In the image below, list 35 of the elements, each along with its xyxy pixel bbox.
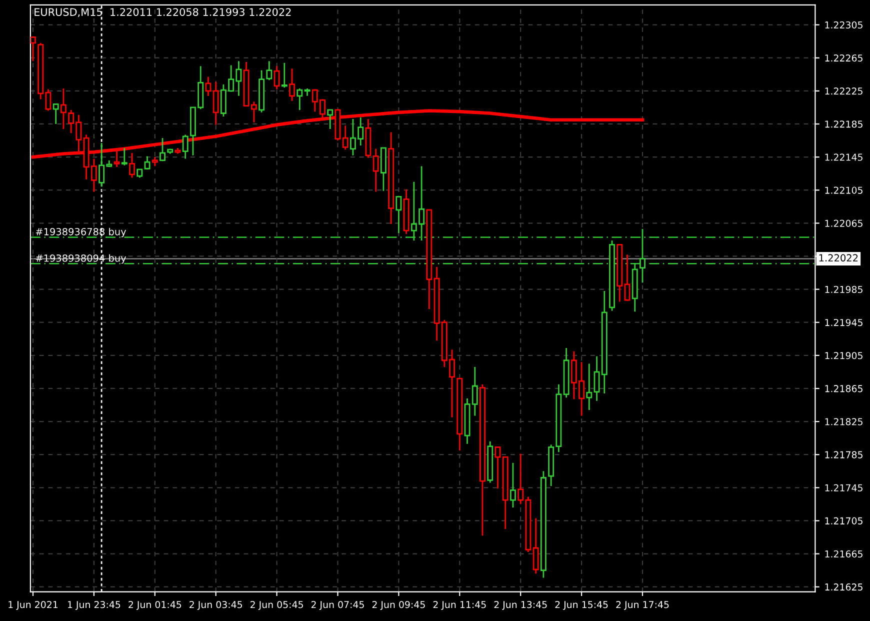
x-tick-label: 2 Jun 11:45 [433, 601, 486, 610]
chart-title: EURUSD,M15 1.22011 1.22058 1.21993 1.22022 [34, 8, 291, 18]
ref-line-label: 1.22022 [819, 254, 858, 262]
x-tick-label: 2 Jun 05:45 [250, 601, 303, 610]
candlestick [30, 36, 36, 62]
x-tick-label: 2 Jun 17:45 [616, 601, 669, 610]
y-tick-label: 1.21945 [825, 318, 862, 326]
candlestick [494, 446, 501, 490]
y-tick-label: 1.22225 [825, 88, 862, 95]
x-tick-label: 1 Jun 2021 [8, 601, 58, 610]
y-tick-label: 1.21825 [825, 418, 862, 426]
y-tick-label: 1.22185 [825, 120, 862, 128]
y-tick-label: 1.22065 [825, 220, 862, 227]
x-tick-label: 2 Jun 09:45 [372, 601, 425, 610]
candlestick [624, 254, 630, 302]
y-tick-label: 1.22105 [825, 186, 862, 194]
y-tick-label: 1.22265 [825, 54, 862, 62]
y-tick-label: 1.21785 [825, 451, 862, 458]
x-tick-label: 1 Jun 23:45 [68, 601, 120, 610]
y-tick-label: 1.21905 [825, 352, 862, 360]
x-tick-label: 2 Jun 03:45 [190, 601, 242, 610]
y-tick-label: 1.21625 [825, 583, 862, 591]
y-tick-label: 1.21985 [825, 286, 862, 294]
ref-line-label: #1938938094 buy [36, 254, 126, 264]
y-tick-label: 1.21665 [825, 550, 862, 558]
y-tick-label: 1.21745 [825, 484, 862, 492]
y-tick-label: 1.21705 [825, 517, 862, 524]
x-tick-label: 2 Jun 15:45 [555, 601, 608, 610]
y-tick-label: 1.22145 [825, 154, 862, 161]
x-tick-label: 2 Jun 13:45 [494, 601, 547, 610]
y-tick-label: 1.22305 [825, 21, 862, 29]
y-tick-label: 1.21865 [825, 385, 862, 392]
ref-line-label: #1938936788 buy [36, 228, 126, 238]
x-tick-label: 2 Jun 01:45 [128, 601, 182, 610]
x-tick-label: 2 Jun 07:45 [311, 601, 364, 610]
